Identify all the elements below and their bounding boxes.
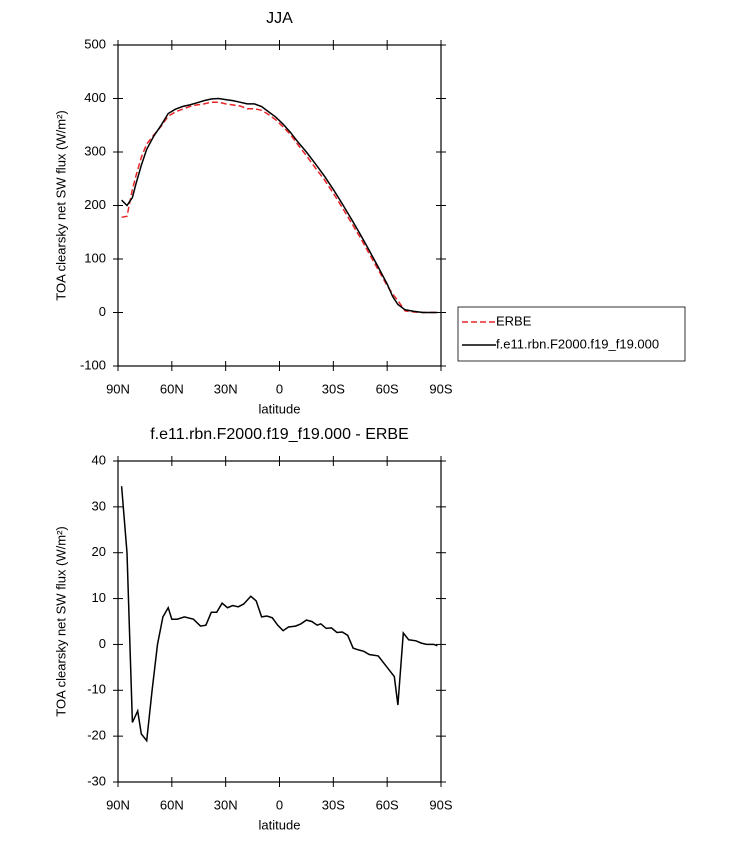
y-tick-label: -30 bbox=[87, 773, 106, 788]
y-tick-label: 500 bbox=[84, 36, 106, 51]
x-axis-label: latitude bbox=[259, 817, 301, 832]
x-tick-label: 30S bbox=[322, 797, 345, 812]
y-tick-label: 100 bbox=[84, 250, 106, 265]
y-tick-label: 30 bbox=[92, 498, 106, 513]
plot-frame bbox=[117, 44, 442, 367]
chart-title: f.e11.rbn.F2000.f19_f19.000 - ERBE bbox=[150, 426, 409, 443]
y-tick-label: 0 bbox=[99, 304, 106, 319]
x-tick-label: 60N bbox=[160, 381, 184, 396]
y-tick-label: 0 bbox=[99, 636, 106, 651]
data-line bbox=[121, 101, 438, 314]
y-tick-label: 40 bbox=[92, 452, 106, 467]
data-line bbox=[120, 486, 438, 743]
x-tick-label: 30N bbox=[214, 381, 238, 396]
y-tick-label: -100 bbox=[80, 357, 106, 372]
plot-frame bbox=[117, 460, 442, 783]
legend-label: f.e11.rbn.F2000.f19_f19.000 bbox=[496, 336, 659, 351]
x-tick-label: 90S bbox=[429, 381, 452, 396]
chart-title: JJA bbox=[266, 10, 293, 27]
legend-label: ERBE bbox=[496, 313, 532, 328]
y-tick-label: -10 bbox=[87, 682, 106, 697]
x-tick-label: 30N bbox=[214, 797, 238, 812]
y-tick-label: 200 bbox=[84, 197, 106, 212]
y-tick-label: 20 bbox=[92, 544, 106, 559]
x-tick-label: 60N bbox=[160, 797, 184, 812]
y-tick-label: 300 bbox=[84, 143, 106, 158]
x-tick-label: 60S bbox=[376, 381, 399, 396]
x-tick-label: 60S bbox=[376, 797, 399, 812]
x-tick-label: 30S bbox=[322, 381, 345, 396]
x-tick-label: 0 bbox=[276, 381, 283, 396]
x-tick-label: 90N bbox=[106, 797, 130, 812]
y-tick-label: 400 bbox=[84, 90, 106, 105]
y-tick-label: 10 bbox=[92, 590, 106, 605]
x-tick-label: 0 bbox=[276, 797, 283, 812]
data-line bbox=[121, 97, 438, 314]
y-axis-label: TOA clearsky net SW flux (W/m²) bbox=[53, 526, 68, 716]
x-axis-label: latitude bbox=[259, 401, 301, 416]
y-axis-label: TOA clearsky net SW flux (W/m²) bbox=[53, 110, 68, 300]
x-tick-label: 90S bbox=[429, 797, 452, 812]
y-tick-label: -20 bbox=[87, 728, 106, 743]
x-tick-label: 90N bbox=[106, 381, 130, 396]
legend-box bbox=[457, 306, 686, 362]
